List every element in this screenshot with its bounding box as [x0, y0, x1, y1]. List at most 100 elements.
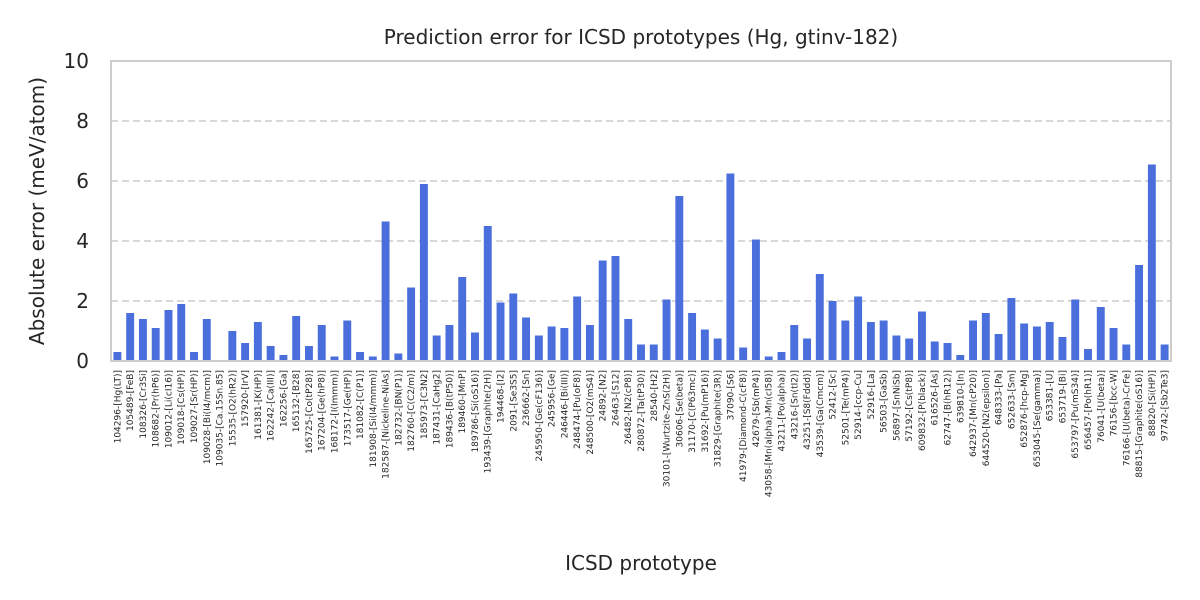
y-tick-label: 8: [76, 109, 89, 133]
x-tick-label: 109012-[Li(cI16)]: [164, 370, 174, 448]
x-axis-ticks: 104296-[Hg(LT)] 105489-[FeB] 108326-[Cr3Si…: [113, 370, 1170, 497]
x-tick-label: 653797-[Pu(mS34)]: [1071, 370, 1081, 459]
x-tick-label: 653045-[Se(gamma)]: [1033, 370, 1043, 467]
bar: [611, 256, 620, 361]
x-tick-label: 246446-[Bi(III)]: [560, 370, 570, 438]
x-tick-label: 193439-[Graphite(2H)]: [484, 370, 494, 473]
bar: [202, 319, 211, 361]
x-tick-label: 28540-[H2]: [650, 370, 660, 421]
bar: [675, 196, 684, 361]
bar: [126, 313, 135, 361]
y-tick-label: 6: [76, 169, 89, 193]
bar: [241, 343, 250, 361]
bar-series: [113, 164, 1169, 361]
x-tick-label: 52412-[Sc]: [829, 370, 839, 420]
x-tick-label: 653381-[U]: [1046, 370, 1056, 421]
x-tick-label: 165725-[Co(tP28)]: [305, 370, 315, 454]
bar: [713, 338, 722, 361]
bar: [866, 322, 875, 361]
bar: [522, 317, 531, 361]
bar: [994, 334, 1003, 361]
bar: [1135, 265, 1144, 361]
x-tick-label: 167204-[Ge(hP8)]: [318, 370, 328, 451]
bar: [905, 338, 914, 361]
x-tick-label: 185973-[C3N2]: [420, 370, 430, 439]
bar: [943, 343, 952, 361]
bar: [790, 325, 799, 361]
bar: [803, 338, 811, 361]
x-tick-label: 609832-[P(black)]: [918, 370, 928, 451]
bar: [841, 320, 850, 361]
bar: [253, 322, 262, 361]
x-tick-label: 43216-[Sn(tI2)]: [790, 370, 800, 439]
x-axis-label: ICSD prototype: [565, 551, 717, 575]
bar: [573, 296, 582, 361]
x-tick-label: 245950-[Ge(cF136)]: [535, 370, 545, 461]
bar: [190, 352, 198, 361]
bar: [547, 326, 556, 361]
bar: [637, 344, 645, 361]
x-tick-label: 652876-[hcp-Mg]: [1020, 370, 1030, 448]
bar: [777, 352, 786, 361]
x-tick-label: 97742-[Sb2Te3]: [1161, 370, 1171, 441]
x-tick-label: 43539-[Ga(Cmcm)]: [816, 370, 826, 457]
bar: [407, 287, 416, 361]
bar: [509, 293, 518, 361]
x-tick-label: 616526-[As]: [931, 370, 941, 425]
x-tick-label: 30101-[Wurtzite-ZnS(2H)]: [663, 370, 673, 487]
bar: [1071, 299, 1080, 361]
x-tick-label: 88820-[Si(HP)]: [1148, 370, 1158, 436]
x-tick-label: 31170-[C(P63mc)]: [688, 370, 698, 453]
bar: [854, 296, 863, 361]
x-tick-label: 43058-[Mn(alpha)-Mn(cI58)]: [765, 370, 775, 497]
x-tick-label: 168172-[I(Immm)]: [330, 370, 340, 453]
bar: [1160, 344, 1169, 361]
x-tick-label: 24892-[N2]: [599, 370, 609, 421]
bar: [930, 341, 939, 361]
x-tick-label: 189460-[MnP]: [458, 370, 468, 434]
x-tick-label: 173517-[Ge(HP)]: [343, 370, 353, 446]
x-tick-label: 157920-[IrV]: [241, 370, 251, 427]
x-tick-label: 652633-[Sm]: [1007, 370, 1017, 429]
bar: [879, 320, 888, 361]
bar: [739, 347, 748, 361]
y-tick-label: 2: [76, 289, 89, 313]
x-tick-label: 76041-[U(beta)]: [1097, 370, 1107, 443]
bar: [113, 352, 122, 361]
y-axis-label: Absolute error (meV/atom): [25, 77, 49, 345]
x-tick-label: 56897-[SnNiSb]: [892, 370, 902, 441]
bar: [177, 304, 186, 361]
bar: [356, 352, 364, 361]
bar: [585, 325, 594, 361]
bar: [1032, 326, 1041, 361]
x-tick-label: 182587-[Nickeline-NiAs]: [382, 370, 392, 479]
x-tick-label: 161381-[K(HP)]: [254, 370, 264, 440]
bar: [432, 335, 441, 361]
x-tick-label: 642937-[Mn(cP20)]: [969, 370, 979, 457]
bar: [560, 328, 569, 361]
x-tick-label: 189786-[Si(oS16)]: [471, 370, 481, 453]
x-tick-label: 31692-[Pu(mP16)]: [701, 370, 711, 453]
x-tick-label: 31829-[Graphite(3R)]: [714, 370, 724, 467]
bar: [496, 302, 505, 361]
x-tick-label: 37090-[S6]: [726, 370, 736, 420]
x-tick-label: 76156-[bcc-W]: [1110, 370, 1120, 436]
x-tick-label: 42679-[Sb(mP4)]: [752, 370, 762, 447]
x-tick-label: 30606-[Se(beta)]: [675, 370, 685, 447]
x-tick-label: 245956-[Ge]: [548, 370, 558, 427]
bar: [138, 319, 147, 361]
bar: [1020, 323, 1029, 361]
bar: [343, 320, 352, 361]
x-tick-label: 62747-[B(hR12)]: [944, 370, 954, 446]
x-tick-label: 182732-[BN(P1)]: [394, 370, 404, 446]
x-tick-label: 109018-[Cs(HP)]: [177, 370, 187, 445]
bar: [969, 320, 978, 361]
bar: [1147, 164, 1156, 361]
bar: [662, 299, 671, 361]
x-tick-label: 194468-[I2]: [497, 370, 507, 423]
bar: [330, 356, 339, 361]
bar: [1058, 337, 1067, 361]
y-tick-label: 4: [76, 229, 89, 253]
x-tick-label: 52916-[La]: [867, 370, 877, 419]
x-tick-label: 105489-[FeB]: [126, 370, 136, 431]
